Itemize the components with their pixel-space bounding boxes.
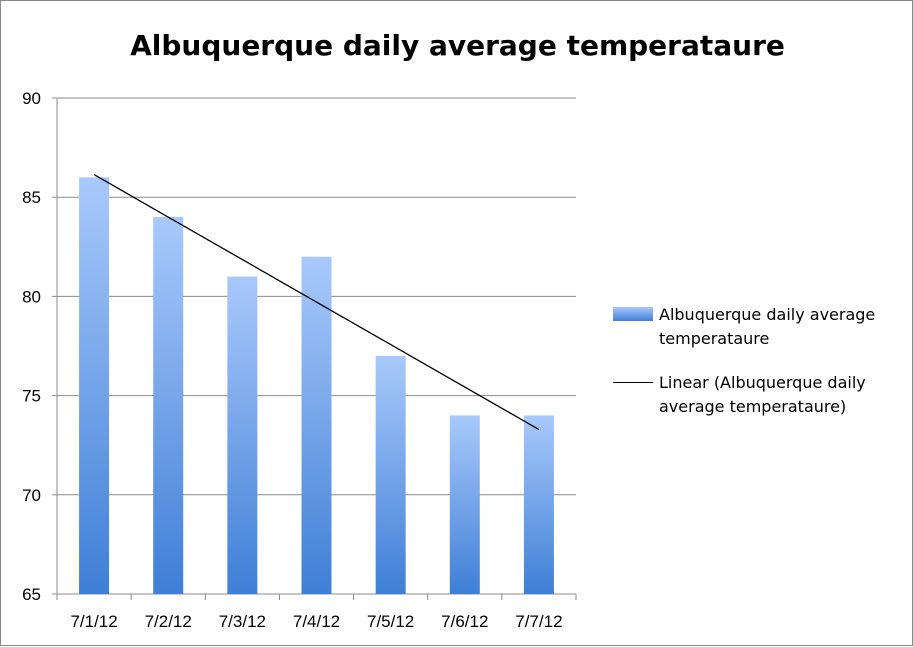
bar-7/2/12 [153, 217, 184, 595]
legend-trendline-label: Linear (Albuquerque daily average temper… [659, 373, 866, 416]
bar-7/7/12 [523, 415, 554, 594]
y-tick-label: 85 [22, 188, 41, 207]
bar-7/5/12 [375, 355, 406, 594]
x-tick-label: 7/4/12 [293, 612, 340, 631]
bar-7/1/12 [79, 177, 110, 595]
x-tick-label: 7/3/12 [219, 612, 266, 631]
y-tick-label: 90 [22, 89, 41, 108]
legend-item-series[interactable]: Albuquerque daily average temperataure [613, 303, 913, 351]
chart-title: Albuquerque daily average temperataure [130, 29, 785, 62]
bar-7/3/12 [227, 276, 258, 594]
legend-line-swatch [613, 382, 653, 383]
x-tick-label: 7/5/12 [367, 612, 414, 631]
y-tick-label: 80 [22, 287, 41, 306]
legend-item-trendline[interactable]: Linear (Albuquerque daily average temper… [613, 371, 913, 419]
x-tick-label: 7/7/12 [515, 612, 562, 631]
x-tick-label: 7/6/12 [441, 612, 488, 631]
y-tick-label: 75 [22, 387, 41, 406]
trendline [93, 174, 540, 431]
y-tick-label: 70 [22, 486, 41, 505]
bar-7/4/12 [301, 256, 332, 594]
legend-series-label: Albuquerque daily average temperataure [659, 305, 876, 348]
legend-bar-swatch [613, 307, 653, 321]
x-tick-label: 7/2/12 [145, 612, 192, 631]
bar-7/6/12 [449, 415, 480, 594]
chart-legend: Albuquerque daily average temperataure L… [613, 303, 913, 439]
y-tick-label: 65 [22, 585, 41, 604]
x-tick-label: 7/1/12 [70, 612, 117, 631]
